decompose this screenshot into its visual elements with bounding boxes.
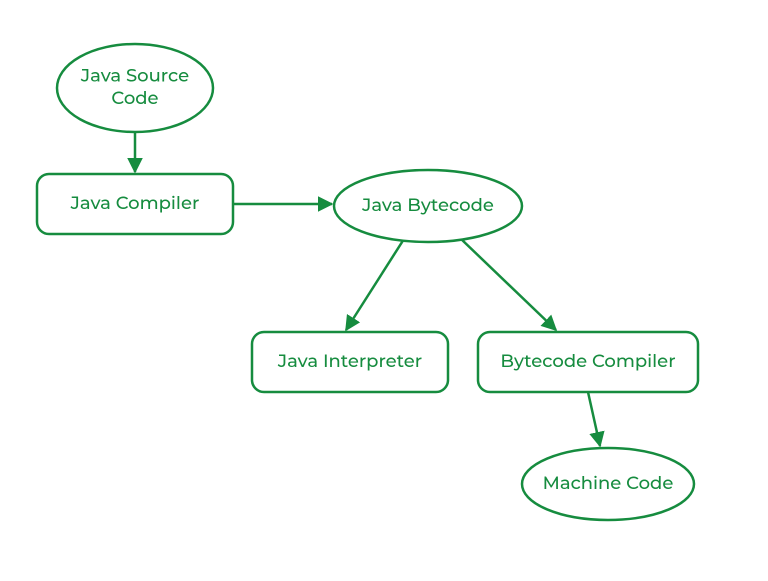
node-interp: Java Interpreter — [252, 332, 448, 392]
node-bcomp-label: Bytecode Compiler — [500, 350, 675, 372]
java-compilation-flowchart: Java SourceCode Java Compiler Java Bytecod… — [0, 0, 768, 581]
edge-bcomp-to-machine — [588, 392, 600, 446]
node-machine: Machine Code — [522, 448, 694, 520]
edge-bytecode-to-interp — [346, 239, 404, 330]
node-compiler: Java Compiler — [37, 174, 233, 234]
node-interp-label: Java Interpreter — [277, 350, 422, 372]
node-bytecode-label: Java Bytecode — [361, 194, 494, 216]
node-source-label: Java Source — [80, 65, 189, 87]
node-compiler-label: Java Compiler — [70, 192, 200, 214]
edge-bytecode-to-bcomp — [460, 238, 556, 330]
node-machine-label: Machine Code — [543, 472, 674, 494]
node-source: Java SourceCode — [57, 44, 213, 132]
node-bcomp: Bytecode Compiler — [478, 332, 698, 392]
node-bytecode: Java Bytecode — [334, 170, 522, 242]
node-source-label: Code — [111, 87, 158, 109]
